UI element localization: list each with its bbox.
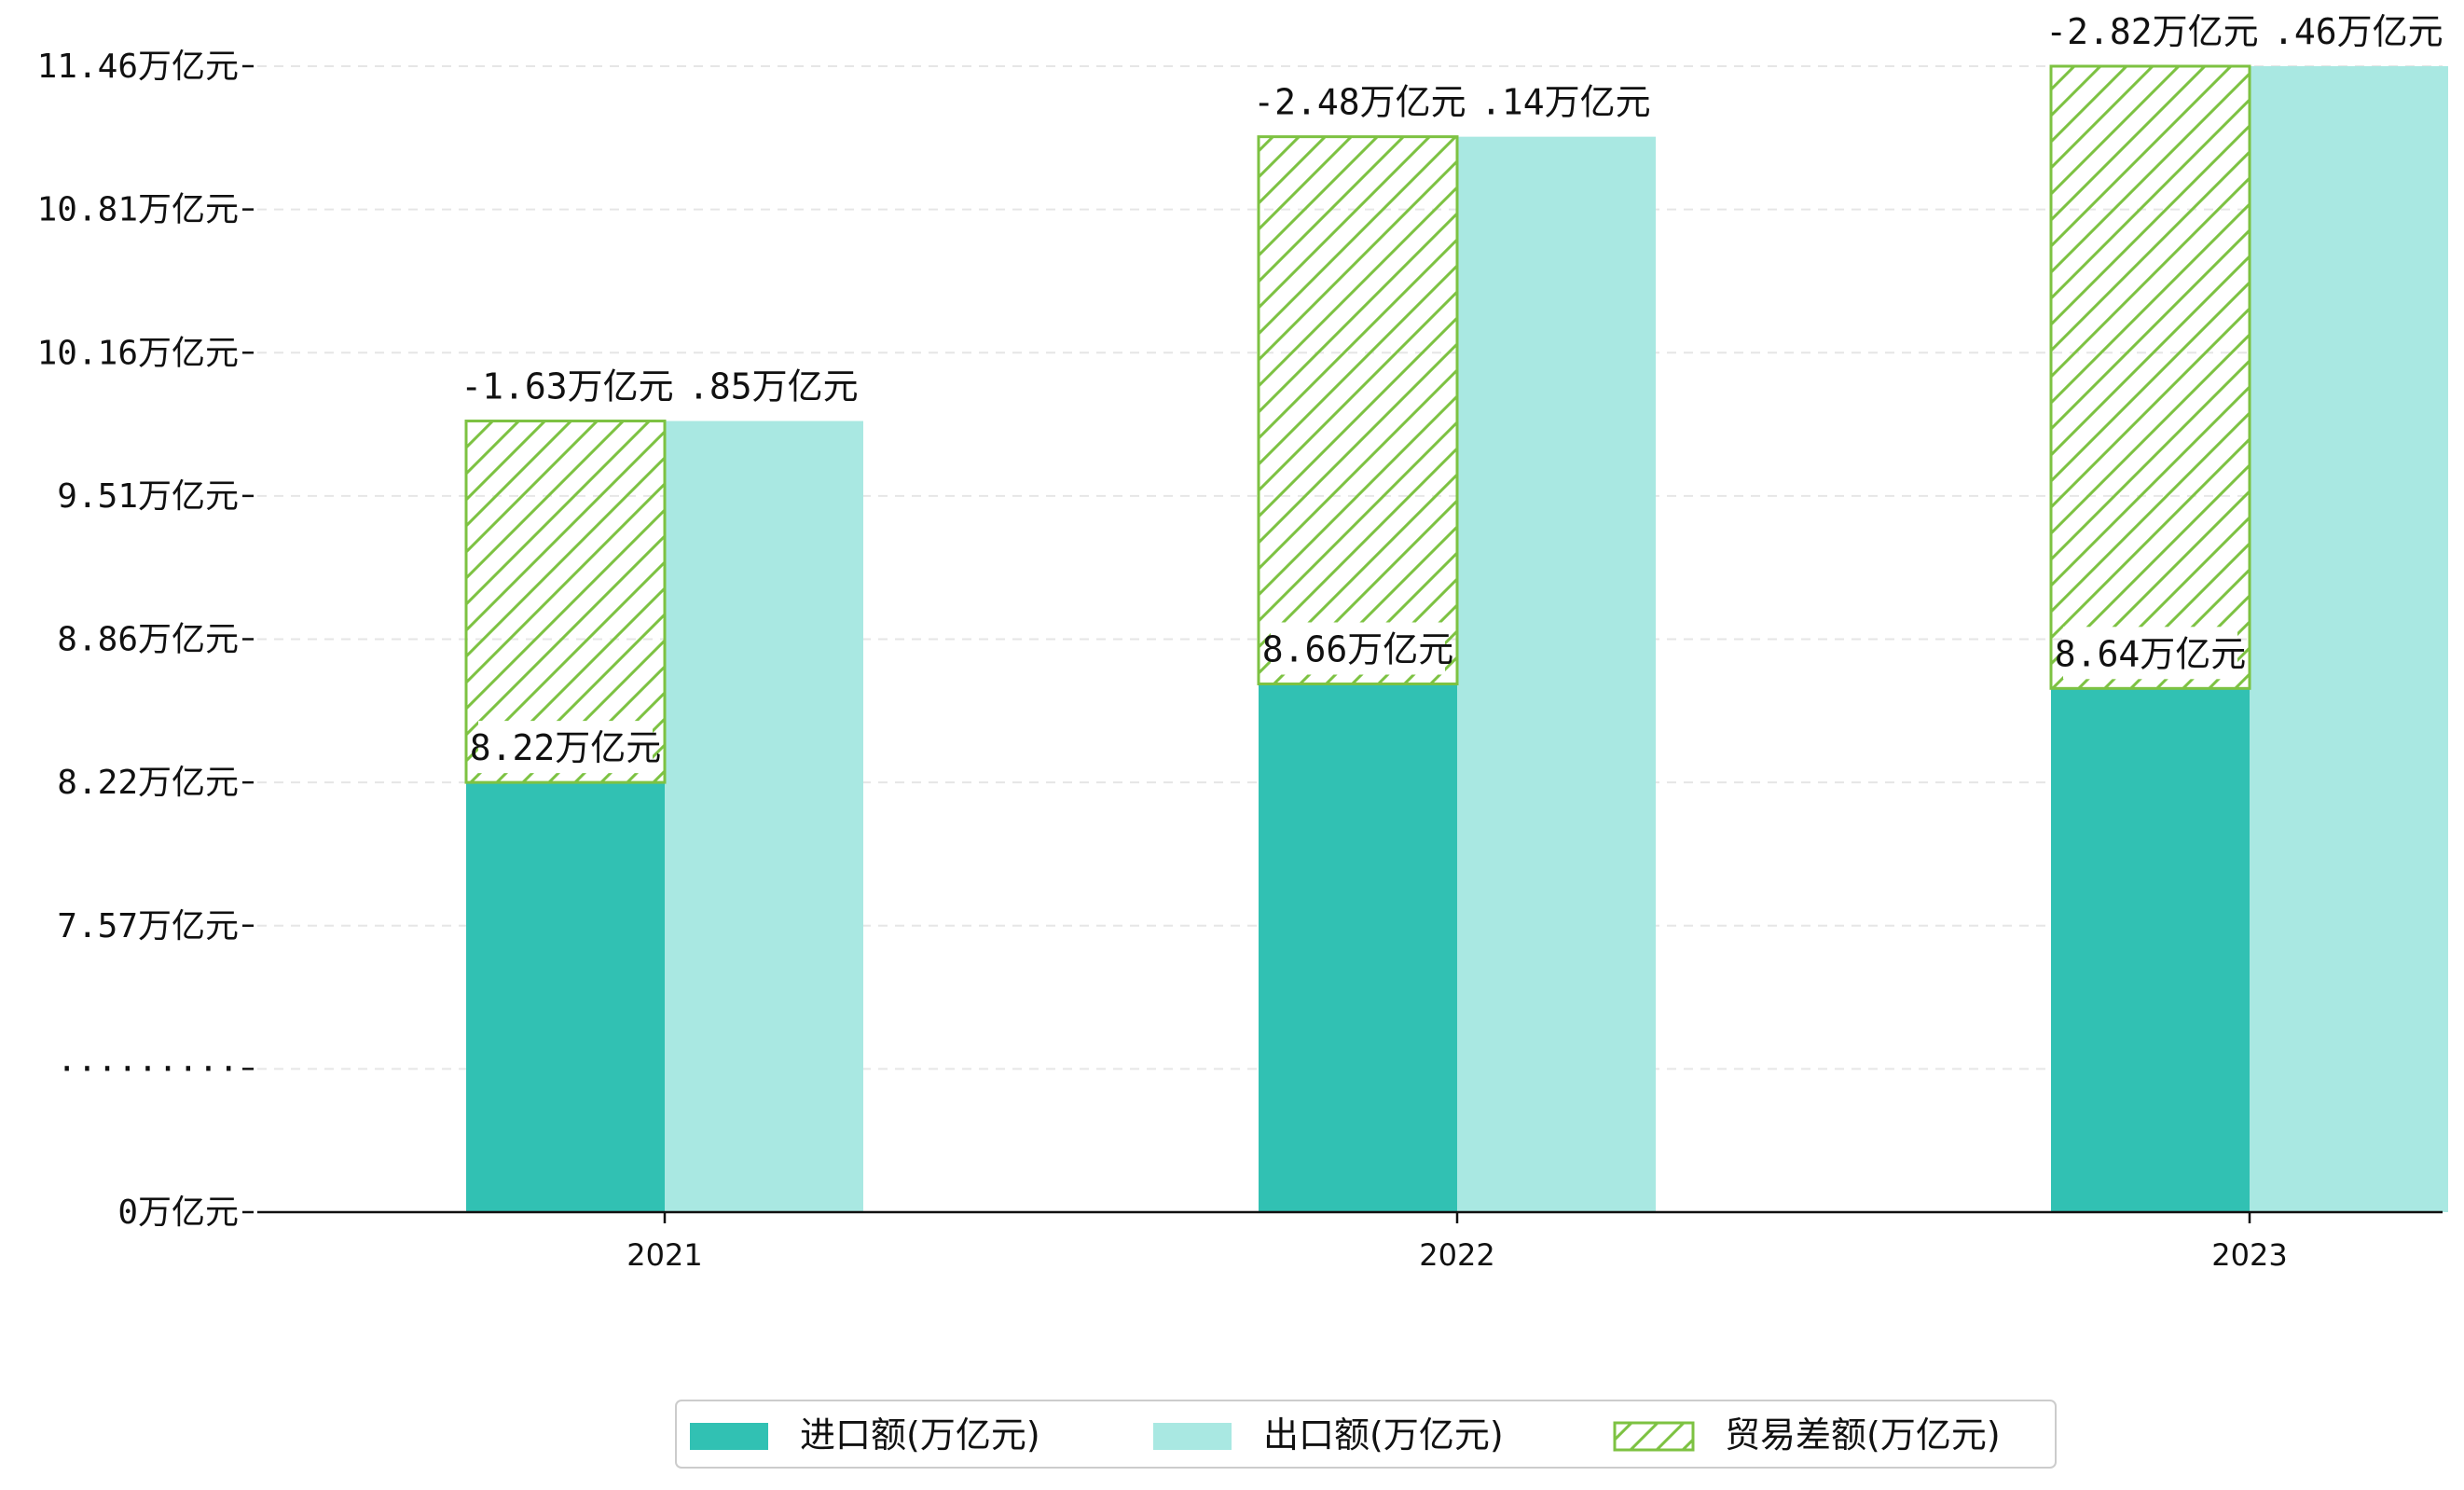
y-tick-label: ········· — [57, 1050, 239, 1088]
legend-item-export: 出口额(万亿元) — [1153, 1414, 1504, 1456]
export-value-label-group: .14万亿元 — [1469, 75, 1651, 128]
trade-balance-value-label: -2.48万亿元 — [1253, 82, 1466, 123]
export-value-label: .46万亿元 — [2273, 11, 2443, 52]
y-tick-label: 0万亿元 — [117, 1193, 239, 1232]
y-tick-label: 7.57万亿元 — [57, 907, 239, 945]
export-value-label-group: .46万亿元 — [2262, 5, 2443, 57]
trade-balance-bar — [2049, 64, 2251, 690]
x-tick-label: 2021 — [626, 1237, 702, 1273]
import-value-label: 8.64万亿元 — [2055, 633, 2247, 674]
bars — [464, 64, 2448, 1213]
export-value-label: .85万亿元 — [688, 366, 859, 407]
x-tick-label: 2023 — [2211, 1237, 2287, 1273]
import-value-label-group: 8.22万亿元 — [470, 721, 662, 774]
trade-balance-value-label-bg — [469, 359, 666, 412]
legend-label: 贸易差额(万亿元) — [1725, 1414, 2001, 1456]
legend-label: 进口额(万亿元) — [800, 1414, 1040, 1456]
trade-balance-value-label-group: -2.82万亿元 — [2045, 5, 2259, 57]
legend-box — [675, 1400, 2057, 1469]
y-tick-label: 8.86万亿元 — [57, 621, 239, 659]
x-tick-label: 2022 — [1419, 1237, 1494, 1273]
export-value-label-bg — [1469, 75, 1622, 128]
axes: 0万亿元 ········· 7.57万亿元 8.22万亿元 8.86万亿元 9.51万亿… — [37, 48, 2443, 1273]
legend-swatch — [1613, 1421, 1695, 1452]
trade-balance-value-label: -1.63万亿元 — [461, 366, 673, 407]
legend-item-import: 进口额(万亿元) — [690, 1414, 1040, 1456]
export-value-label-group: .85万亿元 — [677, 359, 859, 412]
import-bar — [466, 782, 665, 1212]
import-value-label-bg — [478, 721, 653, 774]
legend-item-trade-balance: 贸易差额(万亿元) — [1613, 1414, 2001, 1456]
trade-balance-value-label-group: -1.63万亿元 — [461, 359, 674, 412]
export-bar — [665, 421, 863, 1212]
import-value-label-bg — [2063, 627, 2237, 680]
y-tick-label: 8.22万亿元 — [57, 764, 239, 802]
trade-balance-value-label-bg — [1261, 75, 1458, 128]
export-value-label-bg — [677, 359, 830, 412]
export-value-label-bg — [2262, 5, 2415, 57]
legend-swatch — [1153, 1423, 1232, 1450]
trade-balance-value-label-bg — [2054, 5, 2251, 57]
y-tick-label: 10.81万亿元 — [37, 191, 239, 229]
y-tick-label: 9.51万亿元 — [57, 477, 239, 516]
trade-balance-value-label: -2.82万亿元 — [2045, 11, 2258, 52]
trade-balance-value-label-group: -2.48万亿元 — [1253, 75, 1466, 128]
legend: 进口额(万亿元) 出口额(万亿元) 贸易差额(万亿元) — [675, 1400, 2057, 1469]
import-bar — [1259, 683, 1457, 1212]
y-tick-label: 10.16万亿元 — [37, 334, 239, 372]
legend-swatch — [690, 1423, 768, 1450]
data-labels: 8.22万亿元 .85万亿元 -1.63万亿元 8.66万亿元 .14万亿元 -2.48万… — [461, 5, 2443, 774]
export-bar — [2250, 66, 2448, 1212]
import-value-label-group: 8.64万亿元 — [2055, 627, 2247, 680]
export-bar — [1457, 136, 1656, 1213]
legend-label: 出口额(万亿元) — [1263, 1414, 1504, 1456]
trade-balance-bar — [1257, 135, 1459, 686]
export-value-label: .14万亿元 — [1480, 82, 1651, 123]
import-value-label: 8.66万亿元 — [1262, 629, 1454, 670]
import-value-label: 8.22万亿元 — [470, 727, 662, 768]
import-value-label-group: 8.66万亿元 — [1262, 622, 1454, 675]
import-value-label-bg — [1271, 622, 1445, 675]
y-tick-label: 11.46万亿元 — [37, 48, 239, 86]
import-bar — [2051, 688, 2250, 1212]
